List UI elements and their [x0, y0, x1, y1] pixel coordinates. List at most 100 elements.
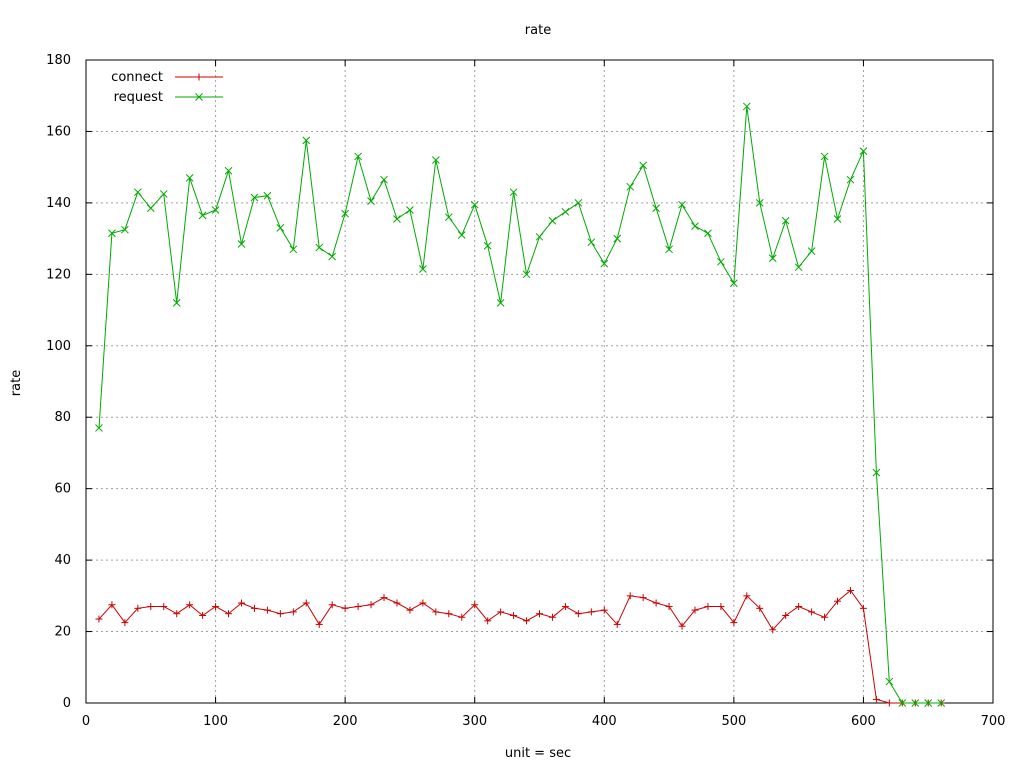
- series-request-point: [276, 224, 285, 232]
- y-tick-label: 180: [46, 53, 71, 68]
- series-connect-point: [186, 601, 194, 609]
- series-connect-point: [237, 599, 245, 607]
- series-connect-point: [587, 608, 595, 616]
- series-request-point: [872, 468, 881, 477]
- series-request-point: [820, 152, 829, 161]
- series-connect-point: [341, 604, 349, 612]
- series-request-point: [717, 257, 725, 266]
- series-connect-point: [173, 610, 181, 618]
- series-connect-point: [574, 610, 582, 618]
- series-connect-point: [834, 597, 842, 605]
- series-connect-point: [458, 613, 466, 621]
- series-request-point: [833, 215, 842, 223]
- series-request-point: [898, 699, 907, 707]
- y-tick-label: 0: [63, 696, 71, 711]
- y-tick-label: 140: [46, 196, 71, 211]
- series-request-point: [678, 200, 686, 209]
- series-connect-point: [95, 615, 103, 623]
- series-request-point: [302, 136, 311, 145]
- series-connect-point: [859, 604, 867, 612]
- y-tick-label: 120: [46, 267, 71, 282]
- series-request-point: [626, 182, 635, 191]
- series-request-point: [431, 156, 440, 164]
- series-connect-point: [225, 610, 233, 618]
- series-request-point: [794, 263, 803, 272]
- legend: connect request: [111, 70, 223, 105]
- y-tick-label: 160: [46, 124, 71, 139]
- series-request-point: [380, 175, 388, 184]
- x-tick-label: 0: [82, 714, 90, 729]
- series-request-point: [846, 175, 855, 184]
- chart-title: rate: [525, 23, 551, 38]
- series-connect-point: [263, 606, 271, 614]
- series-request-point: [328, 252, 337, 261]
- series-request-point: [133, 188, 142, 197]
- series-connect-point: [808, 608, 816, 616]
- grid-layer: [86, 60, 993, 703]
- series-request-point: [859, 147, 868, 155]
- series-request-point: [211, 206, 220, 214]
- series-connect-point: [250, 604, 258, 612]
- series-request-point: [121, 225, 129, 234]
- legend-swatch-marker: [195, 73, 203, 81]
- series-request-point: [807, 247, 816, 255]
- series-request-point: [574, 199, 583, 207]
- series-connect-point: [134, 604, 142, 612]
- legend-label: connect: [111, 70, 163, 85]
- legend-label: request: [114, 90, 163, 105]
- series-request-point: [639, 161, 648, 170]
- series-request-point: [509, 188, 518, 197]
- series-request-point: [341, 209, 349, 218]
- series-layer: [95, 102, 946, 707]
- series-request-point: [924, 699, 933, 707]
- series-connect-point: [600, 606, 608, 614]
- series-request-point: [263, 191, 272, 200]
- series-request-point: [172, 299, 181, 307]
- y-tick-label: 80: [54, 410, 71, 425]
- series-connect-point: [678, 622, 686, 630]
- series-request-point: [730, 279, 738, 288]
- series-request-point: [457, 231, 466, 239]
- series-request-point: [237, 240, 246, 248]
- series-connect-point: [406, 606, 414, 614]
- x-tick-label: 500: [721, 714, 746, 729]
- series-connect-point: [652, 599, 660, 607]
- series-request-point: [250, 193, 259, 202]
- series-connect-point: [147, 603, 155, 611]
- series-connect-point: [419, 599, 427, 607]
- y-tick-label: 40: [54, 553, 71, 568]
- series-request-point: [911, 699, 920, 707]
- series-request-point: [315, 243, 324, 252]
- series-request-point: [704, 229, 712, 238]
- series-request-point: [470, 200, 479, 209]
- series-connect-point: [445, 610, 453, 618]
- series-request: [95, 102, 946, 707]
- x-tick-label: 300: [462, 714, 487, 729]
- series-connect-point: [548, 613, 556, 621]
- series-connect-point: [756, 604, 764, 612]
- x-tick-label: 700: [981, 714, 1006, 729]
- series-request-point: [665, 245, 673, 254]
- series-connect-point: [315, 620, 323, 628]
- series-connect-point: [432, 608, 440, 616]
- series-connect-line: [98, 589, 942, 704]
- series-request-point: [108, 229, 116, 238]
- series-connect-point: [497, 608, 505, 616]
- series-request-point: [561, 207, 570, 216]
- series-connect-point: [536, 610, 543, 618]
- series-request-point: [224, 166, 233, 175]
- x-tick-label: 200: [333, 714, 358, 729]
- series-request-point: [548, 216, 557, 225]
- series-request-point: [146, 204, 155, 213]
- series-connect-point: [212, 603, 220, 611]
- series-connect-point: [691, 606, 699, 614]
- legend-entry-connect: connect: [111, 70, 223, 85]
- series-request-point: [885, 677, 894, 686]
- series-connect-point: [367, 601, 375, 609]
- series-request-point: [652, 204, 660, 213]
- series-request-point: [185, 174, 194, 182]
- series-connect-point: [380, 594, 388, 602]
- series-connect-point: [510, 611, 518, 619]
- series-request-point: [742, 102, 751, 111]
- series-request-point: [354, 152, 362, 161]
